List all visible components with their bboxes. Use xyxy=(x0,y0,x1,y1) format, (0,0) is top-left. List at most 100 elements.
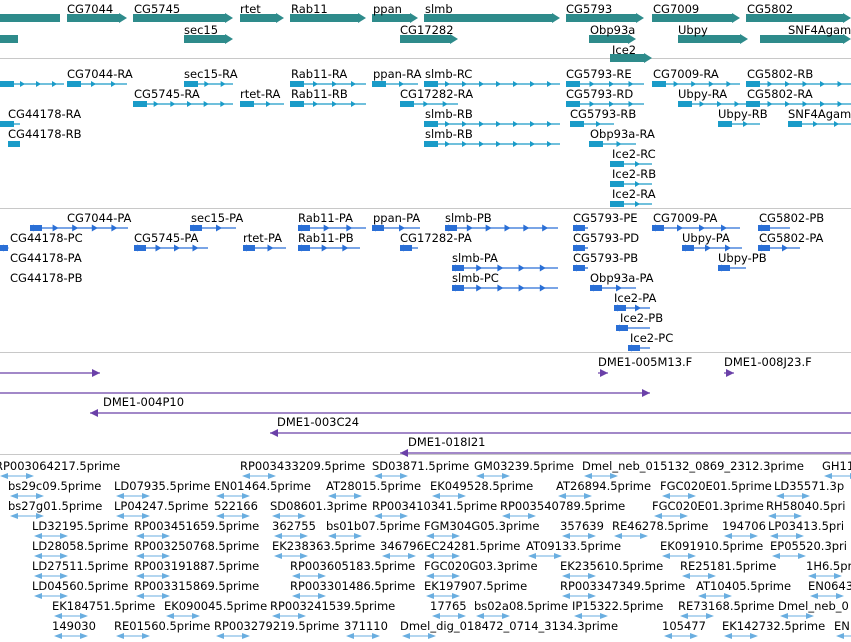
mrna-exon[interactable] xyxy=(589,141,603,147)
gene-label[interactable]: slmb xyxy=(425,2,453,16)
gene-bar[interactable] xyxy=(610,54,644,62)
gene-arrow[interactable] xyxy=(636,13,644,23)
mrna-exon-arrow[interactable] xyxy=(589,101,595,107)
est-arrow[interactable] xyxy=(292,573,300,579)
protein-exon[interactable] xyxy=(372,225,384,231)
est-label[interactable]: EK235610.5prime xyxy=(560,559,664,573)
protein-exon[interactable] xyxy=(445,225,457,231)
mrna-label[interactable]: SNF4Agam xyxy=(788,107,851,121)
mrna-exon-arrow[interactable] xyxy=(547,141,552,147)
protein-exon-arrow[interactable] xyxy=(466,224,473,232)
mrna-exon[interactable] xyxy=(424,81,438,87)
mrna-exon-arrow[interactable] xyxy=(513,141,518,147)
est-arrow[interactable] xyxy=(142,513,150,519)
mrna-label[interactable]: CG44178-RA xyxy=(8,107,82,121)
est-label[interactable]: RE46278.5prime xyxy=(612,519,709,533)
est-label[interactable]: LD28058.5prime xyxy=(32,539,129,553)
est-arrow[interactable] xyxy=(162,573,170,579)
est-arrow[interactable] xyxy=(808,573,816,579)
est-label[interactable]: EK090045.5prime xyxy=(164,599,268,613)
gene-bar[interactable] xyxy=(652,14,732,22)
protein-exon-arrow[interactable] xyxy=(476,284,483,292)
est-arrow[interactable] xyxy=(136,533,144,539)
mrna-exon-arrow[interactable] xyxy=(351,81,356,87)
mrna-exon[interactable] xyxy=(8,141,20,147)
mrna-exon-arrow[interactable] xyxy=(203,101,209,107)
est-label[interactable]: EN xyxy=(834,619,850,633)
est-label[interactable]: RP003451659.5prime xyxy=(134,519,260,533)
est-arrow[interactable] xyxy=(834,573,842,579)
gene-label[interactable]: rtet xyxy=(240,2,261,16)
protein-label[interactable]: CG44178-PB xyxy=(10,271,83,285)
clone-label[interactable]: DME1-018I21 xyxy=(408,435,486,449)
est-arrow[interactable] xyxy=(142,493,150,499)
mrna-exon[interactable] xyxy=(0,121,14,127)
est-arrow[interactable] xyxy=(300,553,308,559)
est-arrow[interactable] xyxy=(272,613,280,619)
mrna-exon[interactable] xyxy=(746,101,760,107)
protein-exon-arrow[interactable] xyxy=(323,224,330,232)
est-label[interactable]: RP003241539.5prime xyxy=(270,599,396,613)
mrna-exon-arrow[interactable] xyxy=(767,81,773,87)
gene-label[interactable]: CG5802 xyxy=(747,2,794,16)
clone-arrow[interactable] xyxy=(90,409,98,417)
est-label[interactable]: 149030 xyxy=(52,619,96,633)
gene-label[interactable]: SNF4Agam xyxy=(788,23,851,37)
mrna-exon-arrow[interactable] xyxy=(445,121,450,127)
mrna-label[interactable]: slmb-RB xyxy=(425,107,473,121)
est-label[interactable]: LD27511.5prime xyxy=(32,559,129,573)
protein-exon-arrow[interactable] xyxy=(782,244,788,252)
est-arrow[interactable] xyxy=(426,593,434,599)
est-label[interactable]: RP003347349.5prime xyxy=(560,579,686,593)
est-arrow[interactable] xyxy=(664,633,672,639)
est-arrow[interactable] xyxy=(372,633,380,639)
est-arrow[interactable] xyxy=(318,593,326,599)
est-label[interactable]: 105477 xyxy=(662,619,706,633)
mrna-exon[interactable] xyxy=(0,81,14,87)
est-label[interactable]: AT09133.5prime xyxy=(526,539,622,553)
mrna-exon-arrow[interactable] xyxy=(743,121,748,127)
mrna-exon-arrow[interactable] xyxy=(530,81,535,87)
mrna-exon[interactable] xyxy=(372,81,386,87)
mrna-exon-arrow[interactable] xyxy=(837,81,843,87)
mrna-exon-arrow[interactable] xyxy=(496,121,501,127)
est-arrow[interactable] xyxy=(36,513,44,519)
est-label[interactable]: RP003301486.5prime xyxy=(290,579,416,593)
est-arrow[interactable] xyxy=(400,473,408,479)
protein-exon-arrow[interactable] xyxy=(91,224,98,232)
gene-arrow[interactable] xyxy=(843,34,851,44)
protein-exon[interactable] xyxy=(628,345,640,351)
est-arrow[interactable] xyxy=(162,533,170,539)
mrna-label[interactable]: slmb-RC xyxy=(425,67,473,81)
mrna-label[interactable]: ppan-RA xyxy=(373,67,422,81)
est-arrow[interactable] xyxy=(426,553,434,559)
protein-exon-arrow[interactable] xyxy=(111,224,118,232)
est-label[interactable]: Dmel_dig_018472_0714_3134.3prime xyxy=(400,619,619,633)
est-arrow[interactable] xyxy=(836,633,844,639)
protein-exon-arrow[interactable] xyxy=(725,244,731,252)
mrna-label[interactable]: sec15-RA xyxy=(184,67,238,81)
mrna-exon-arrow[interactable] xyxy=(802,101,808,107)
clone-label[interactable]: DME1-003C24 xyxy=(277,415,360,429)
gene-label[interactable]: CG5745 xyxy=(134,2,181,16)
mrna-label[interactable]: CG5793-RE xyxy=(566,67,632,81)
est-arrow[interactable] xyxy=(562,573,570,579)
est-arrow[interactable] xyxy=(698,593,706,599)
est-arrow[interactable] xyxy=(588,593,596,599)
mrna-exon-arrow[interactable] xyxy=(332,101,337,107)
gene-label[interactable]: CG7044 xyxy=(67,2,114,16)
mrna-exon-arrow[interactable] xyxy=(616,141,622,147)
est-arrow[interactable] xyxy=(824,473,832,479)
mrna-exon-arrow[interactable] xyxy=(220,81,226,87)
est-label[interactable]: EK197907.5prime xyxy=(424,579,528,593)
gene-label[interactable]: Ice2 xyxy=(612,43,637,57)
mrna-exon-arrow[interactable] xyxy=(820,101,825,107)
est-arrow[interactable] xyxy=(166,613,174,619)
mrna-exon-arrow[interactable] xyxy=(813,121,818,127)
mrna-exon-arrow[interactable] xyxy=(530,121,535,127)
track-separator[interactable] xyxy=(0,352,851,353)
protein-exon-arrow[interactable] xyxy=(72,224,79,232)
est-label[interactable]: EN0643 xyxy=(808,579,851,593)
est-arrow[interactable] xyxy=(400,513,408,519)
mrna-exon-arrow[interactable] xyxy=(479,121,484,127)
